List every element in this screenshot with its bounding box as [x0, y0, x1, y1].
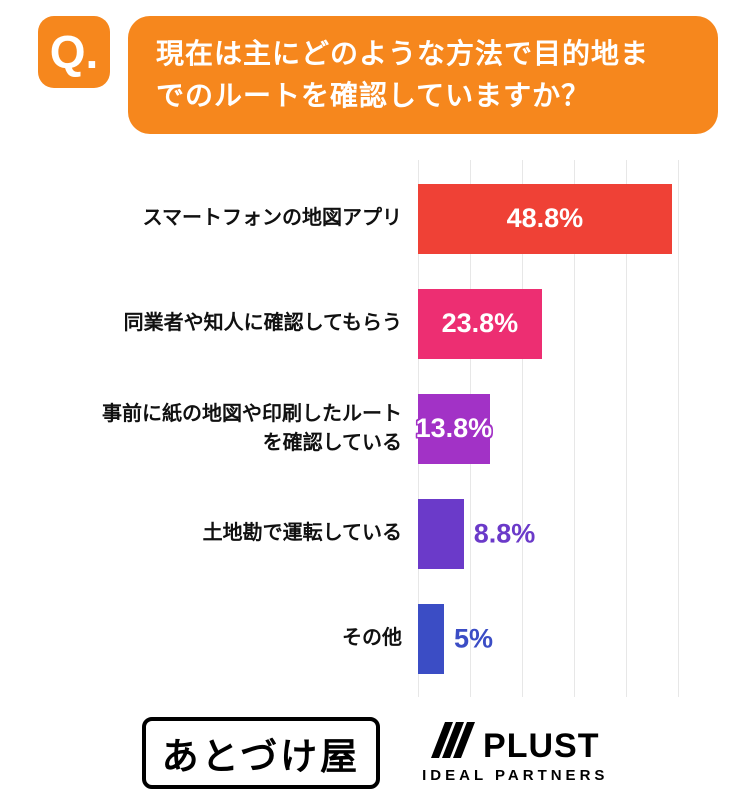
bar-cell: 8.8%	[418, 498, 750, 569]
bar: 48.8%	[418, 183, 672, 254]
bar-cell: 13.8%	[415, 393, 750, 464]
q-badge-label: Q.	[49, 26, 99, 78]
question-title: 現在は主にどのような方法で目的地ま でのルートを確認していますか？	[156, 38, 650, 111]
category-label: 土地勘で運転している	[202, 522, 402, 544]
atozukeya-logo: あとづけ屋	[141, 717, 381, 789]
category-label: スマートフォンの地図アプリ	[142, 207, 402, 229]
chart-row: 事前に紙の地図や印刷したルート を確認している 13.8%	[0, 376, 750, 481]
value-label: 48.8%	[506, 203, 584, 233]
plust-subtitle: IDEAL PARTNERS	[422, 767, 609, 784]
bar-cell: 23.8%	[418, 288, 750, 359]
chart-rows: スマートフォンの地図アプリ 48.8% 同業者や知人に確認してもらう 23.8% 事前に…	[0, 166, 750, 691]
value-label: 5%	[454, 623, 494, 653]
chart-row: 土地勘で運転している 8.8%	[0, 481, 750, 586]
question-header: Q. 現在は主にどのような方法で目的地ま でのルートを確認していますか？	[0, 0, 750, 134]
plust-mark-icon	[431, 722, 476, 763]
bar: 13.8%	[415, 393, 493, 464]
chart-row: その他 5%	[0, 586, 750, 691]
footer-logos: あとづけ屋 PLUST IDEAL PARTNERS	[0, 717, 750, 789]
value-label: 13.8%	[415, 413, 493, 443]
q-badge: Q.	[38, 16, 110, 88]
plust-name: PLUST	[483, 727, 600, 765]
value-label: 8.8%	[473, 518, 536, 548]
bar-chart: スマートフォンの地図アプリ 48.8% 同業者や知人に確認してもらう 23.8% 事前に…	[0, 160, 750, 697]
bar: 23.8%	[418, 288, 542, 359]
category-label: 同業者や知人に確認してもらう	[123, 312, 402, 334]
value-label: 23.8%	[441, 308, 519, 338]
plust-logo: PLUST IDEAL PARTNERS	[422, 722, 608, 784]
bar-cell: 48.8%	[418, 183, 750, 254]
chart-row: スマートフォンの地図アプリ 48.8%	[0, 166, 750, 271]
plust-logo-top: PLUST	[431, 722, 599, 763]
question-bubble: 現在は主にどのような方法で目的地ま でのルートを確認していますか？	[128, 16, 718, 134]
category-label: 事前に紙の地図や印刷したルート を確認している	[102, 402, 402, 454]
bar-cell: 5%	[418, 603, 750, 674]
chart-row: 同業者や知人に確認してもらう 23.8%	[0, 271, 750, 376]
bar: 5%	[418, 603, 493, 674]
category-label: その他	[342, 627, 402, 649]
bar: 8.8%	[418, 498, 535, 569]
